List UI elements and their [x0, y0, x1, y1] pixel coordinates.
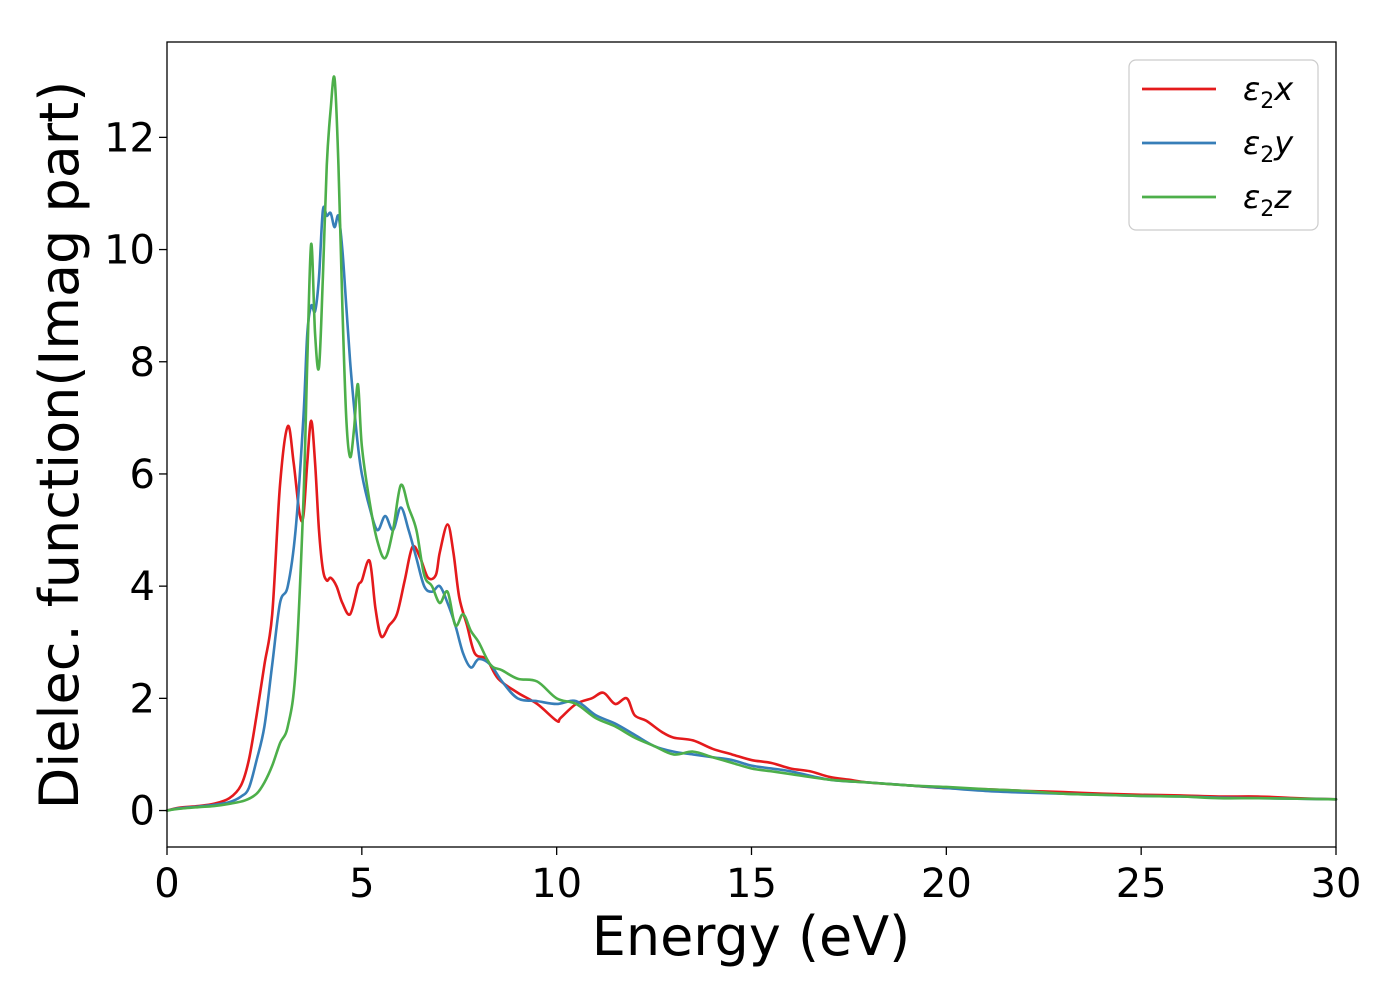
y-tick-label: 8 — [130, 340, 155, 386]
y-tick-label: 6 — [130, 452, 155, 498]
x-tick-label: 15 — [726, 861, 777, 907]
y-tick-label: 0 — [130, 789, 155, 835]
x-tick-label: 30 — [1311, 861, 1362, 907]
y-axis: 0 2 4 6 8 10 12 — [104, 115, 167, 835]
x-axis: 0 5 10 15 20 25 30 — [154, 847, 1361, 907]
x-tick-label: 20 — [921, 861, 972, 907]
legend-box — [1128, 59, 1319, 231]
y-tick-label: 2 — [130, 676, 155, 722]
series-layer — [165, 75, 1338, 812]
legend-label-z: ε2z — [1243, 178, 1292, 222]
x-tick-label: 5 — [349, 861, 374, 907]
series-line-z — [165, 75, 1338, 812]
x-tick-label: 0 — [154, 861, 179, 907]
y-axis-label: Dielec. function(Imag part) — [28, 81, 91, 810]
series-line-x — [165, 419, 1338, 812]
legend-label-y: ε2y — [1243, 124, 1294, 168]
x-tick-label: 25 — [1116, 861, 1167, 907]
x-tick-label: 10 — [531, 861, 582, 907]
legend-label-x: ε2x — [1243, 70, 1294, 114]
x-axis-label: Energy (eV) — [592, 905, 911, 968]
y-tick-label: 4 — [130, 564, 155, 610]
y-tick-label: 12 — [104, 115, 155, 161]
legend: ε2x ε2y ε2z — [1128, 59, 1319, 231]
y-tick-label: 10 — [104, 228, 155, 274]
